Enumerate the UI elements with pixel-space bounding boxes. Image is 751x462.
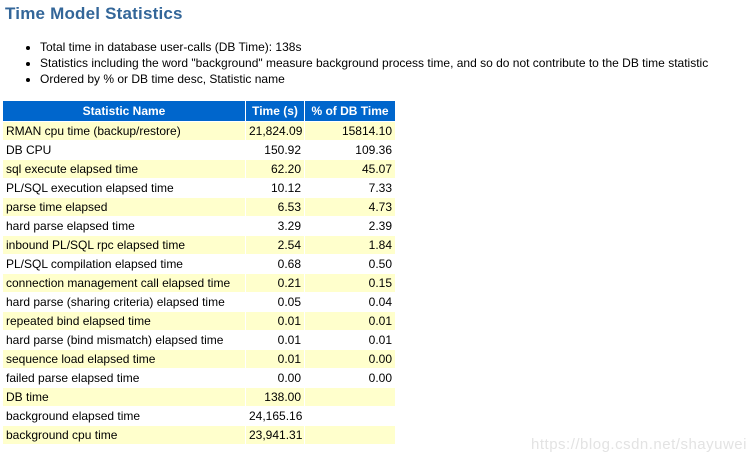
time-cell: 6.53: [246, 198, 304, 216]
time-cell: 23,941.31: [246, 426, 304, 444]
stat-name-cell: parse time elapsed: [3, 198, 245, 216]
table-row: background cpu time 23,941.31: [3, 426, 395, 444]
column-header-time: Time (s): [246, 101, 304, 121]
pct-db-time-cell: 2.39: [305, 217, 395, 235]
stat-name-cell: PL/SQL compilation elapsed time: [3, 255, 245, 273]
table-row: PL/SQL compilation elapsed time 0.68 0.50: [3, 255, 395, 273]
pct-db-time-cell: 0.00: [305, 350, 395, 368]
pct-db-time-cell: [305, 388, 395, 406]
stat-name-cell: hard parse (sharing criteria) elapsed ti…: [3, 293, 245, 311]
time-cell: 150.92: [246, 141, 304, 159]
table-row: sequence load elapsed time 0.01 0.00: [3, 350, 395, 368]
stats-table-body: RMAN cpu time (backup/restore) 21,824.09 1…: [3, 122, 395, 444]
table-row: parse time elapsed 6.53 4.73: [3, 198, 395, 216]
time-cell: 0.68: [246, 255, 304, 273]
stat-name-cell: background cpu time: [3, 426, 245, 444]
time-cell: 0.01: [246, 312, 304, 330]
note-db-time: Total time in database user-calls (DB Ti…: [40, 39, 751, 55]
pct-db-time-cell: 1.84: [305, 236, 395, 254]
note-background: Statistics including the word "backgroun…: [40, 55, 751, 71]
table-header-row: Statistic Name Time (s) % of DB Time: [3, 101, 395, 121]
column-header-statistic-name: Statistic Name: [3, 101, 245, 121]
note-ordering: Ordered by % or DB time desc, Statistic …: [40, 71, 751, 87]
stat-name-cell: sequence load elapsed time: [3, 350, 245, 368]
table-row: RMAN cpu time (backup/restore) 21,824.09 1…: [3, 122, 395, 140]
page-title: Time Model Statistics: [5, 4, 183, 23]
pct-db-time-cell: 15814.10: [305, 122, 395, 140]
time-cell: 0.01: [246, 350, 304, 368]
time-cell: 62.20: [246, 160, 304, 178]
table-row: failed parse elapsed time 0.00 0.00: [3, 369, 395, 387]
stat-name-cell: background elapsed time: [3, 407, 245, 425]
pct-db-time-cell: 0.01: [305, 331, 395, 349]
time-model-statistics-table: Statistic Name Time (s) % of DB Time RMA…: [2, 100, 396, 445]
time-cell: 10.12: [246, 179, 304, 197]
time-cell: 21,824.09: [246, 122, 304, 140]
stat-name-cell: failed parse elapsed time: [3, 369, 245, 387]
table-row: background elapsed time 24,165.16: [3, 407, 395, 425]
pct-db-time-cell: 4.73: [305, 198, 395, 216]
pct-db-time-cell: 45.07: [305, 160, 395, 178]
table-row: hard parse (bind mismatch) elapsed time 0…: [3, 331, 395, 349]
stat-name-cell: sql execute elapsed time: [3, 160, 245, 178]
notes-list: Total time in database user-calls (DB Ti…: [0, 39, 751, 87]
stat-name-cell: inbound PL/SQL rpc elapsed time: [3, 236, 245, 254]
pct-db-time-cell: 109.36: [305, 141, 395, 159]
stat-name-cell: repeated bind elapsed time: [3, 312, 245, 330]
pct-db-time-cell: [305, 407, 395, 425]
pct-db-time-cell: 0.50: [305, 255, 395, 273]
table-row: hard parse elapsed time 3.29 2.39: [3, 217, 395, 235]
time-cell: 24,165.16: [246, 407, 304, 425]
table-row: connection management call elapsed time 0…: [3, 274, 395, 292]
table-row: repeated bind elapsed time 0.01 0.01: [3, 312, 395, 330]
stat-name-cell: connection management call elapsed time: [3, 274, 245, 292]
stat-name-cell: hard parse elapsed time: [3, 217, 245, 235]
column-header-pct-db-time: % of DB Time: [305, 101, 395, 121]
time-cell: 0.01: [246, 331, 304, 349]
table-row: DB time 138.00: [3, 388, 395, 406]
pct-db-time-cell: 0.15: [305, 274, 395, 292]
time-cell: 3.29: [246, 217, 304, 235]
stat-name-cell: PL/SQL execution elapsed time: [3, 179, 245, 197]
watermark: https://blog.csdn.net/shayuwei: [531, 436, 747, 453]
time-cell: 2.54: [246, 236, 304, 254]
time-cell: 0.05: [246, 293, 304, 311]
stat-name-cell: RMAN cpu time (backup/restore): [3, 122, 245, 140]
table-row: sql execute elapsed time 62.20 45.07: [3, 160, 395, 178]
time-cell: 0.21: [246, 274, 304, 292]
stat-name-cell: hard parse (bind mismatch) elapsed time: [3, 331, 245, 349]
pct-db-time-cell: 0.04: [305, 293, 395, 311]
table-row: inbound PL/SQL rpc elapsed time 2.54 1.84: [3, 236, 395, 254]
stat-name-cell: DB time: [3, 388, 245, 406]
time-cell: 0.00: [246, 369, 304, 387]
pct-db-time-cell: 7.33: [305, 179, 395, 197]
pct-db-time-cell: [305, 426, 395, 444]
table-row: hard parse (sharing criteria) elapsed ti…: [3, 293, 395, 311]
pct-db-time-cell: 0.00: [305, 369, 395, 387]
stat-name-cell: DB CPU: [3, 141, 245, 159]
pct-db-time-cell: 0.01: [305, 312, 395, 330]
time-cell: 138.00: [246, 388, 304, 406]
table-row: DB CPU 150.92 109.36: [3, 141, 395, 159]
table-row: PL/SQL execution elapsed time 10.12 7.33: [3, 179, 395, 197]
